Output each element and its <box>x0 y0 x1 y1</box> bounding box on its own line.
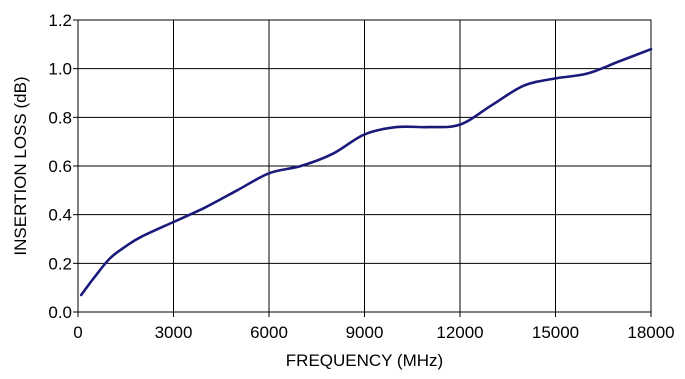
x-axis-ticks: 0 3000 6000 9000 12000 15000 18000 <box>73 312 675 342</box>
y-tick-label: 1.0 <box>48 60 72 79</box>
y-tick-label: 0.6 <box>48 157 72 176</box>
y-tick-label: 1.2 <box>48 11 72 30</box>
grid <box>77 19 652 313</box>
y-tick-label: 0.4 <box>48 206 72 225</box>
x-tick-label: 0 <box>73 323 82 342</box>
y-tick-label: 0.8 <box>48 108 72 127</box>
x-axis-label: FREQUENCY (MHz) <box>286 351 443 370</box>
y-tick-label: 0.0 <box>48 303 72 322</box>
x-tick-label: 3000 <box>155 323 193 342</box>
x-tick-label: 6000 <box>250 323 288 342</box>
x-tick-label: 15000 <box>532 323 579 342</box>
y-axis-ticks: 0.0 0.2 0.4 0.6 0.8 1.0 1.2 <box>48 11 78 322</box>
x-tick-label: 18000 <box>627 323 674 342</box>
y-axis-label: INSERTION LOSS (dB) <box>11 76 30 255</box>
series-line <box>79 47 653 297</box>
x-tick-label: 12000 <box>436 323 483 342</box>
x-tick-label: 9000 <box>346 323 384 342</box>
y-tick-label: 0.2 <box>48 254 72 273</box>
